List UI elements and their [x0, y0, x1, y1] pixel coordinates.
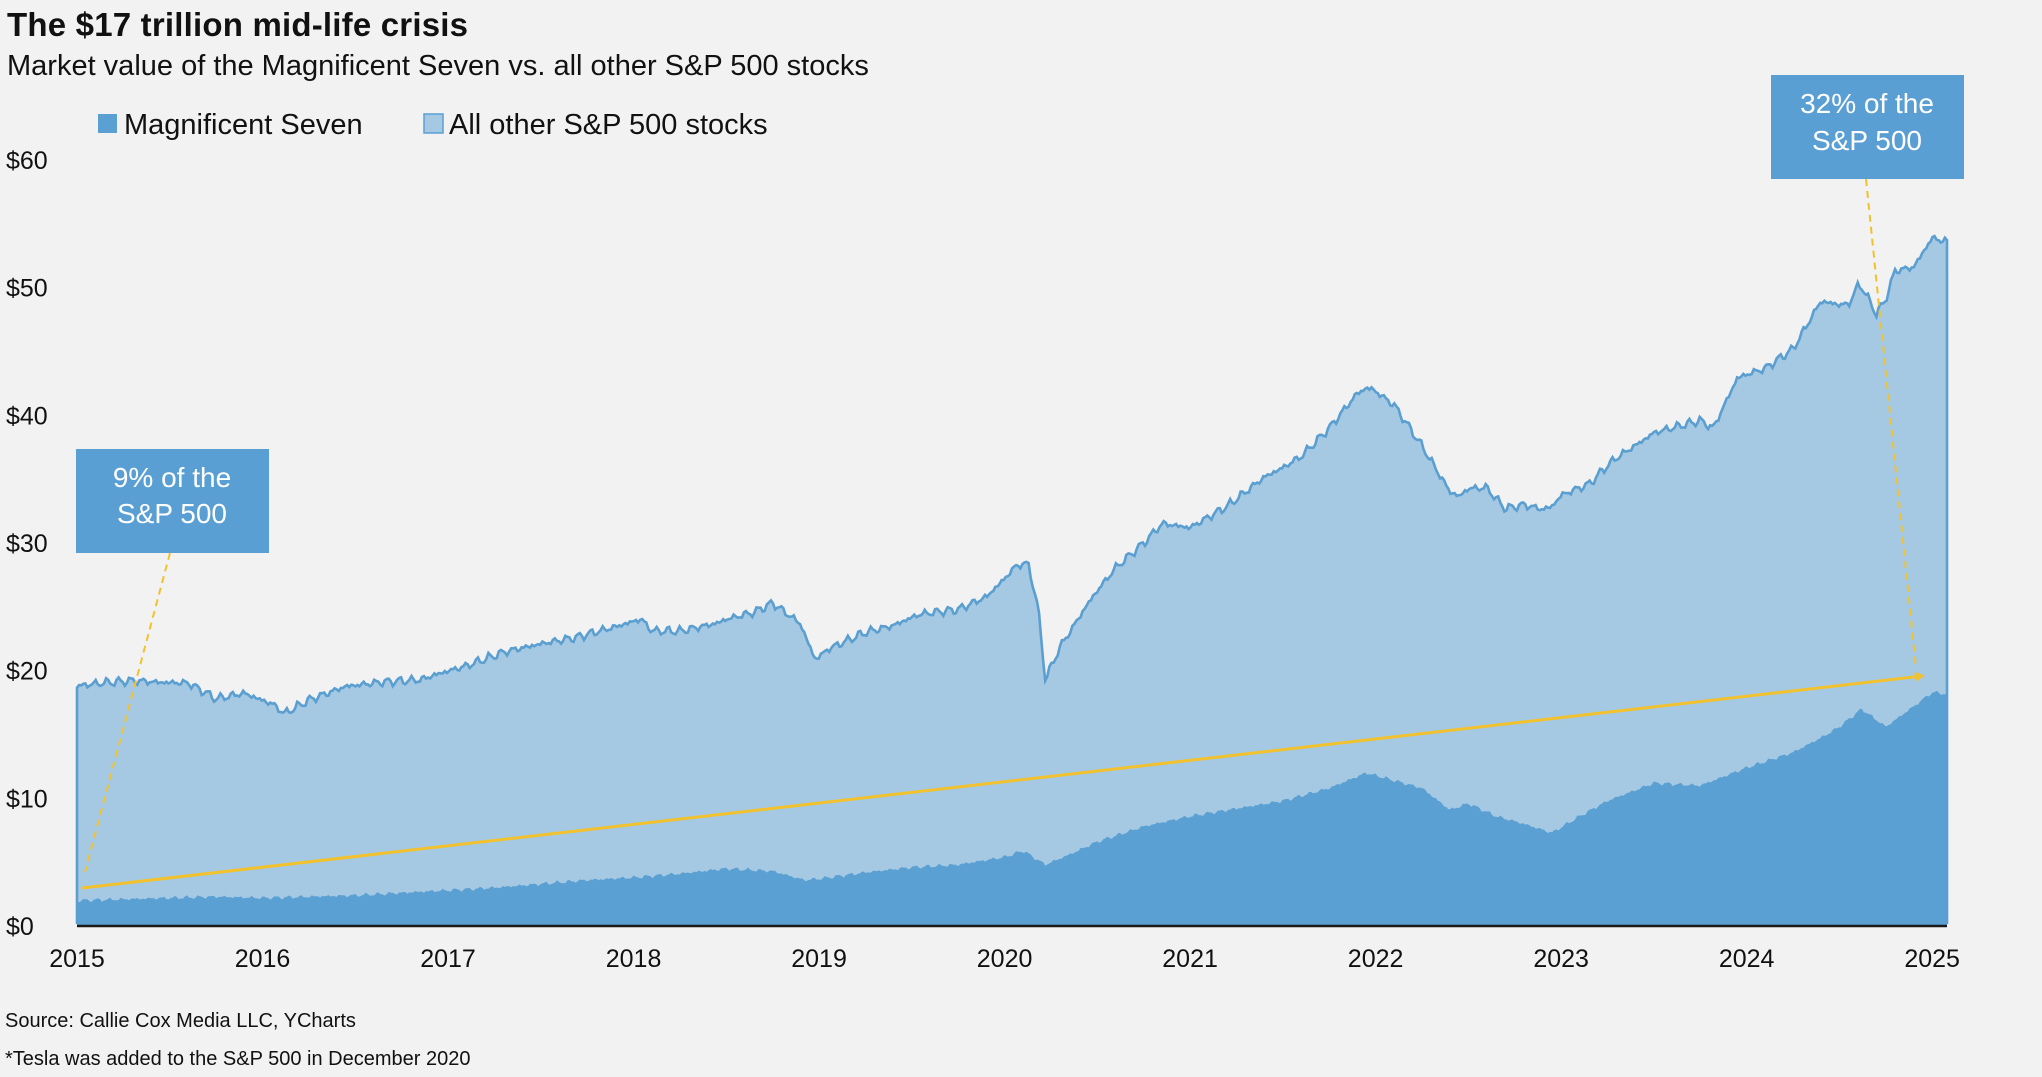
area-all-other-stocks	[77, 236, 1947, 927]
annotation-left-line1: 9% of the	[113, 462, 231, 493]
y-tick-label: $60	[6, 147, 48, 175]
x-tick-label: 2020	[977, 945, 1033, 973]
legend-label-others: All other S&P 500 stocks	[449, 109, 768, 141]
y-tick-label: $50	[6, 275, 48, 303]
source-note: Source: Callie Cox Media LLC, YCharts	[5, 1010, 356, 1032]
y-tick-label: $20	[6, 658, 48, 686]
legend: Magnificent Seven All other S&P 500 stoc…	[98, 109, 768, 141]
y-tick-label: $0	[6, 913, 34, 941]
line-total-market-value	[75, 234, 1949, 924]
x-tick-label: 2022	[1348, 945, 1404, 973]
annotation-right-line1: 32% of the	[1800, 88, 1934, 119]
chart-subtitle: Market value of the Magnificent Seven vs…	[7, 50, 869, 82]
annotation-right-line2: S&P 500	[1812, 125, 1922, 156]
y-tick-label: $30	[6, 530, 48, 558]
plot-area	[75, 234, 1949, 928]
legend-swatch-others	[423, 113, 444, 134]
x-tick-label: 2016	[235, 945, 291, 973]
x-tick-label: 2018	[606, 945, 662, 973]
x-tick-label: 2025	[1904, 945, 1960, 973]
tesla-footnote: *Tesla was added to the S&P 500 in Decem…	[5, 1048, 471, 1070]
y-tick-label: $40	[6, 402, 48, 430]
annotation-box-left	[76, 449, 269, 553]
x-tick-label: 2019	[791, 945, 847, 973]
legend-swatch-mag7	[98, 114, 117, 133]
annotation-box-right	[1771, 75, 1964, 179]
y-tick-label: $10	[6, 785, 48, 813]
annotation-left-line2: S&P 500	[117, 498, 227, 529]
chart-title: The $17 trillion mid-life crisis	[7, 6, 469, 43]
area-magnificent-seven	[77, 690, 1947, 926]
x-axis-tick-labels: 2015 2016 2017 2018 2019 2020 2021 2022 2023 2024…	[49, 945, 1960, 973]
x-tick-label: 2023	[1533, 945, 1589, 973]
y-axis-tick-labels: $0 $10 $20 $30 $40 $50 $60	[6, 147, 48, 941]
annotation-32-percent: 32% of the S&P 500	[1771, 75, 1964, 669]
x-tick-label: 2024	[1719, 945, 1775, 973]
growth-arrow	[81, 671, 1925, 890]
annotation-leader-dashed-right	[1865, 178, 1917, 669]
legend-label-mag7: Magnificent Seven	[124, 109, 363, 141]
x-tick-label: 2015	[49, 945, 105, 973]
x-tick-label: 2021	[1162, 945, 1218, 973]
x-tick-label: 2017	[420, 945, 476, 973]
annotation-9-percent: 9% of the S&P 500	[76, 449, 269, 873]
